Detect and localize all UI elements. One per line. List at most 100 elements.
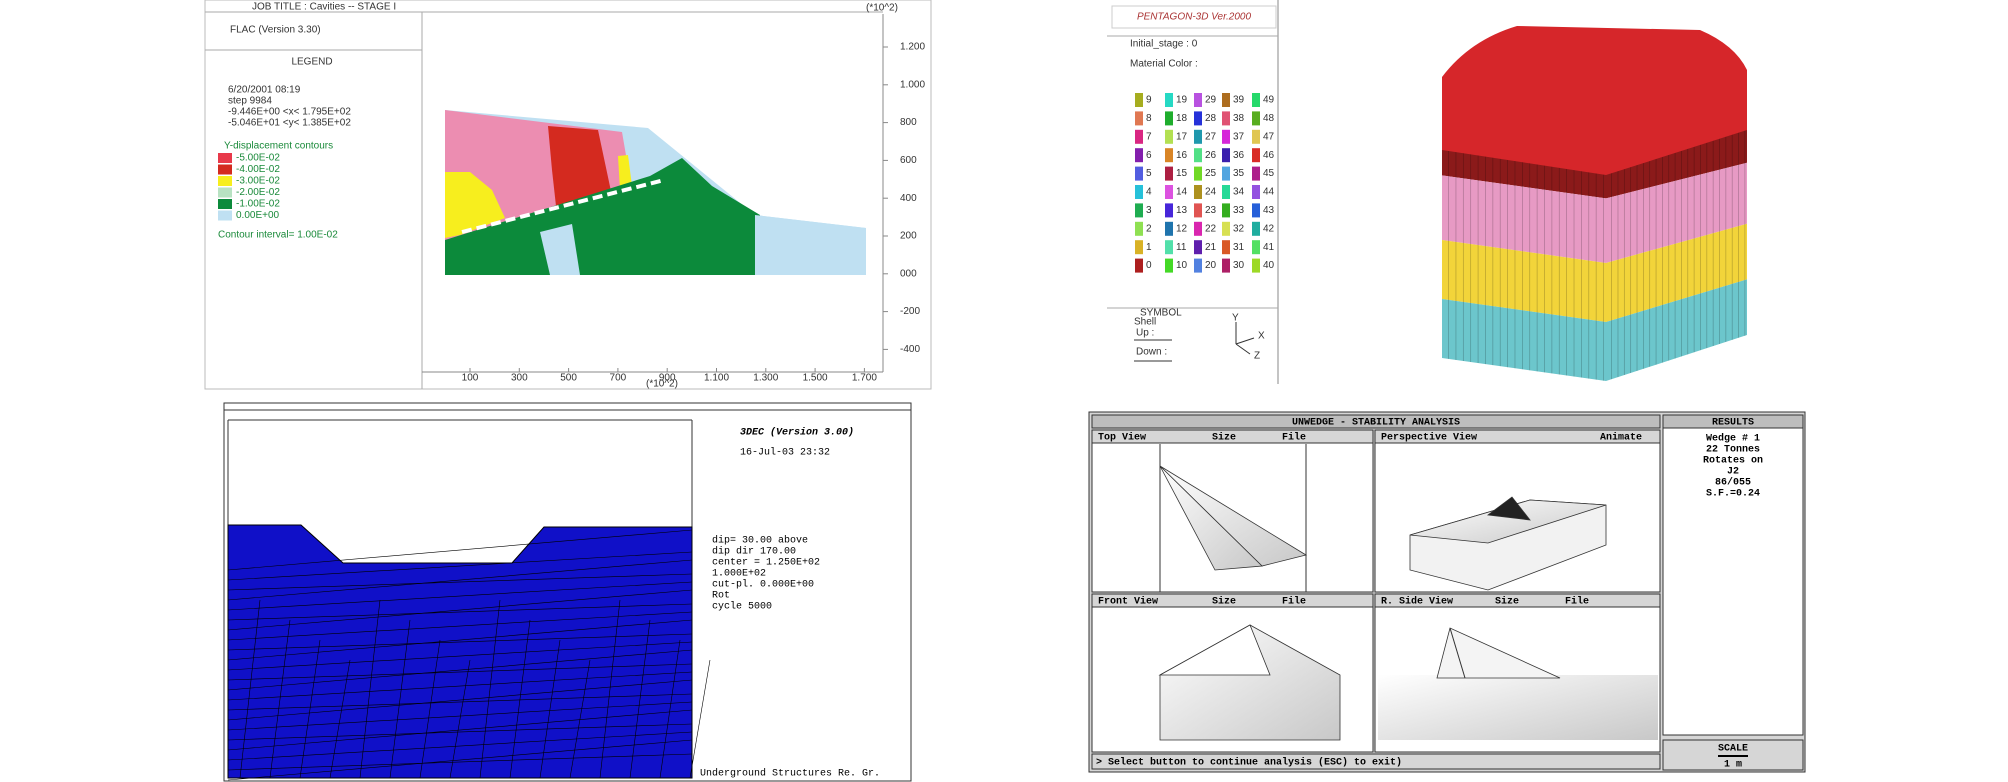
result-line: J2 bbox=[1727, 467, 1739, 478]
joint bbox=[629, 619, 651, 779]
material-swatch bbox=[1222, 221, 1230, 236]
soil-slab bbox=[755, 215, 866, 275]
view-name: R. Side View bbox=[1381, 596, 1453, 608]
x-tick-label: 1.100 bbox=[704, 373, 729, 384]
material-number: 3 bbox=[1146, 205, 1152, 216]
wedge-persp bbox=[1486, 496, 1531, 521]
material-number: 37 bbox=[1233, 131, 1245, 142]
contour-swatch bbox=[218, 164, 232, 175]
x-tick-label: 500 bbox=[560, 373, 577, 384]
joint bbox=[419, 639, 441, 779]
contour-title: Y-displacement contours bbox=[224, 141, 333, 152]
unwedge-panel: UNWEDGE - STABILITY ANALYSIS RESULTS SCA… bbox=[1088, 411, 1806, 773]
material-number: 1 bbox=[1146, 242, 1152, 253]
y-tick-label: -400 bbox=[900, 344, 920, 355]
material-number: 4 bbox=[1146, 187, 1152, 198]
y-tick-label: 400 bbox=[900, 193, 917, 204]
material-number: 36 bbox=[1233, 150, 1245, 161]
material-swatch bbox=[1135, 111, 1143, 126]
material-number: 13 bbox=[1176, 205, 1188, 216]
joint bbox=[227, 663, 693, 681]
material-number: 20 bbox=[1205, 260, 1217, 271]
status-bar bbox=[1091, 753, 1661, 770]
view-button[interactable]: Size bbox=[1212, 596, 1236, 608]
material-swatch bbox=[1222, 203, 1230, 218]
material-swatch bbox=[1222, 93, 1230, 107]
material-swatch bbox=[1165, 185, 1173, 199]
block-layer bbox=[1442, 298, 1606, 381]
material-swatch bbox=[1194, 93, 1202, 107]
joint bbox=[227, 603, 693, 621]
view-button[interactable]: File bbox=[1282, 596, 1306, 608]
joint bbox=[449, 659, 471, 779]
material-swatch bbox=[1135, 166, 1143, 181]
y-tick-label: -200 bbox=[900, 306, 920, 317]
joint bbox=[227, 529, 693, 571]
results-box bbox=[1662, 414, 1804, 736]
soil-strip bbox=[540, 224, 580, 275]
result-line: 86/055 bbox=[1715, 477, 1751, 489]
3dec-panel: 3DEC (Version 3.00) 16-Jul-03 23:32 Unde… bbox=[223, 402, 912, 782]
view-button[interactable]: File bbox=[1565, 596, 1589, 608]
material-swatch bbox=[1165, 203, 1173, 218]
material-number: 18 bbox=[1176, 113, 1188, 124]
x-tick-label: 300 bbox=[511, 373, 528, 384]
material-number: 17 bbox=[1176, 131, 1188, 142]
material-swatch bbox=[1252, 148, 1260, 163]
material-number: 0 bbox=[1146, 260, 1152, 271]
view-button[interactable]: Size bbox=[1495, 596, 1519, 608]
material-swatch bbox=[1222, 240, 1230, 255]
x-tick-label: 1.700 bbox=[852, 373, 877, 384]
joint-lines bbox=[227, 529, 711, 781]
title-box bbox=[1111, 5, 1277, 29]
material-swatch bbox=[1222, 258, 1230, 273]
material-swatch bbox=[1222, 185, 1230, 199]
result-line: Wedge # 1 bbox=[1706, 433, 1760, 445]
dec-date: 16-Jul-03 23:32 bbox=[740, 447, 830, 459]
symbol-label: SYMBOL bbox=[1140, 308, 1182, 319]
dec-version: 3DEC (Version 3.00) bbox=[740, 427, 854, 439]
material-swatch bbox=[1222, 111, 1230, 126]
material-number: 38 bbox=[1233, 113, 1245, 124]
material-swatch bbox=[1252, 221, 1260, 236]
material-swatch bbox=[1194, 111, 1202, 126]
view-header bbox=[1374, 429, 1661, 444]
material-swatch bbox=[1252, 185, 1260, 199]
failure-line bbox=[461, 178, 665, 234]
material-swatch bbox=[1194, 203, 1202, 218]
scale-label: SCALE bbox=[1718, 744, 1748, 755]
material-number: 24 bbox=[1205, 187, 1217, 198]
view-button[interactable]: File bbox=[1282, 432, 1306, 444]
material-number: 10 bbox=[1176, 260, 1188, 271]
material-swatch bbox=[1165, 166, 1173, 181]
scale-value: 1 m bbox=[1724, 760, 1742, 771]
axis-label: Y bbox=[1232, 313, 1239, 324]
material-swatch bbox=[1252, 166, 1260, 181]
view-button[interactable]: Size bbox=[1212, 432, 1236, 444]
view-button[interactable]: Animate bbox=[1600, 432, 1642, 444]
dec-param: 1.000E+02 bbox=[712, 569, 766, 580]
y-tick-label: 800 bbox=[900, 117, 917, 128]
material-swatch bbox=[1135, 203, 1143, 218]
block-layer bbox=[1606, 223, 1747, 322]
material-number: 40 bbox=[1263, 260, 1275, 271]
material-label: Material Color : bbox=[1130, 59, 1198, 70]
material-swatch bbox=[1135, 221, 1143, 236]
result-line: 22 Tonnes bbox=[1706, 445, 1760, 456]
joint bbox=[689, 659, 711, 779]
x-tick-label: 700 bbox=[610, 373, 627, 384]
material-swatch bbox=[1165, 93, 1173, 107]
axis-x bbox=[1235, 337, 1255, 345]
x-tick-label: 100 bbox=[462, 373, 479, 384]
tunnel-top bbox=[1409, 499, 1607, 544]
material-swatch bbox=[1222, 148, 1230, 163]
material-swatch bbox=[1222, 166, 1230, 181]
material-number: 26 bbox=[1205, 150, 1217, 161]
joint bbox=[659, 639, 681, 779]
dec-param: center = 1.250E+02 bbox=[712, 558, 820, 569]
contour-label: -1.00E-02 bbox=[236, 199, 280, 210]
wedge-top bbox=[1159, 465, 1263, 571]
contour-label: -2.00E-02 bbox=[236, 187, 280, 198]
joint bbox=[227, 731, 693, 761]
material-swatch bbox=[1135, 240, 1143, 255]
